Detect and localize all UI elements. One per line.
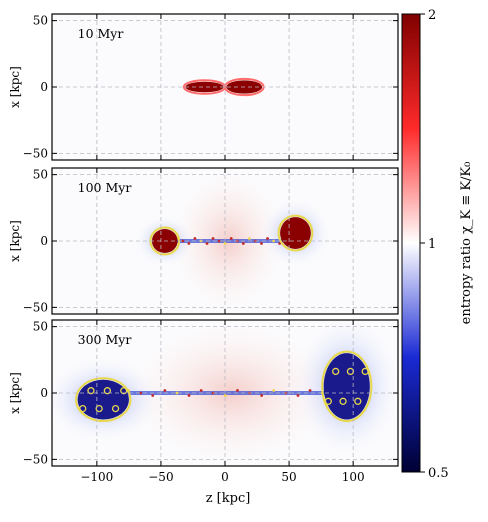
y-tick-label: 0 bbox=[40, 386, 48, 400]
jet-knot bbox=[229, 237, 233, 240]
colorbar-tick-label: 0.5 bbox=[428, 466, 449, 481]
jet-knot bbox=[199, 389, 203, 392]
jet-knot bbox=[260, 242, 263, 245]
jet-knot bbox=[151, 394, 155, 397]
y-tick-label: 50 bbox=[33, 168, 48, 182]
lobe-filament bbox=[361, 367, 369, 376]
colorbar-tick-label: 2 bbox=[428, 8, 436, 23]
lobe-filament bbox=[103, 387, 112, 395]
lobe bbox=[280, 217, 311, 249]
jet-knot bbox=[241, 242, 245, 245]
lobe bbox=[77, 379, 129, 420]
y-tick-label: 0 bbox=[40, 234, 48, 248]
colorbar-gradient bbox=[401, 13, 421, 473]
lobe-filament bbox=[120, 387, 128, 395]
panel-time-label: 10 Myr bbox=[78, 26, 124, 41]
jet-knot bbox=[205, 242, 209, 245]
lobe-filament bbox=[324, 397, 332, 405]
colorbar-label: entropy ratio χ_K ≡ K/K₀ bbox=[459, 162, 474, 325]
jet-knot bbox=[272, 239, 275, 243]
jet-knot bbox=[187, 394, 191, 397]
panel-time-label: 100 Myr bbox=[78, 180, 132, 195]
jet-knot bbox=[308, 389, 312, 392]
y-tick-label: −50 bbox=[23, 452, 48, 466]
jet-knot bbox=[163, 389, 167, 392]
lobe-filament bbox=[95, 404, 103, 413]
lobe bbox=[323, 353, 370, 420]
jet-knot bbox=[139, 391, 143, 395]
x-axis-label: z [kpc] bbox=[206, 491, 251, 506]
jet-knot bbox=[181, 239, 185, 243]
jet bbox=[122, 391, 341, 395]
x-tick-label: 100 bbox=[342, 470, 365, 484]
lobe-filament bbox=[87, 387, 95, 395]
jet-knot bbox=[272, 389, 276, 392]
jet-knot bbox=[266, 237, 269, 240]
y-tick-label: 0 bbox=[40, 80, 48, 94]
y-tick-label: −50 bbox=[23, 146, 48, 160]
jet-knot bbox=[247, 237, 251, 240]
jet-knot bbox=[217, 239, 221, 243]
lobe-contour bbox=[75, 377, 132, 423]
panel-1: −50 0 50 x [kpc] 10 Myr bbox=[8, 13, 399, 161]
jet-knot bbox=[175, 391, 179, 395]
y-tick-label: −50 bbox=[23, 300, 48, 314]
jet-knot bbox=[211, 237, 215, 240]
jet-knot bbox=[193, 237, 197, 240]
y-tick-label: 50 bbox=[33, 320, 48, 334]
jet-knot bbox=[187, 242, 191, 245]
colorbar-tick-label: 1 bbox=[428, 237, 436, 252]
x-tick-label: 0 bbox=[221, 470, 229, 484]
jet-knot bbox=[223, 242, 227, 245]
panel-time-label: 300 Myr bbox=[78, 332, 132, 347]
lobe-contour bbox=[321, 350, 373, 423]
jet-knot bbox=[236, 389, 239, 392]
panel-3: −100 −50 0 50 100 −50 0 50 x [kpc] 300 Myr bbox=[8, 319, 399, 484]
jet-knot bbox=[223, 394, 227, 397]
lobe-contour bbox=[277, 214, 314, 252]
jet-knot bbox=[296, 394, 300, 397]
lobe-filament bbox=[339, 397, 347, 405]
y-axis-label: x [kpc] bbox=[8, 220, 22, 262]
y-axis-label: x [kpc] bbox=[8, 372, 22, 414]
panel-2: −50 0 50 x [kpc] 100 Myr bbox=[8, 167, 399, 315]
lobe-filament bbox=[354, 397, 362, 405]
y-tick-label: 50 bbox=[33, 14, 48, 28]
lobe-filament bbox=[79, 404, 87, 413]
lobe-filament bbox=[111, 404, 120, 413]
lobe-filament bbox=[332, 367, 340, 376]
y-axis-label: x [kpc] bbox=[8, 66, 22, 108]
lobe bbox=[185, 81, 224, 93]
x-tick-label: −100 bbox=[80, 470, 113, 484]
x-tick-label: 50 bbox=[281, 470, 296, 484]
x-tick-label: −50 bbox=[148, 470, 173, 484]
jet-knot bbox=[260, 394, 264, 397]
colorbar: 0.5 1 2 entropy ratio χ_K ≡ K/K₀ bbox=[401, 8, 474, 481]
